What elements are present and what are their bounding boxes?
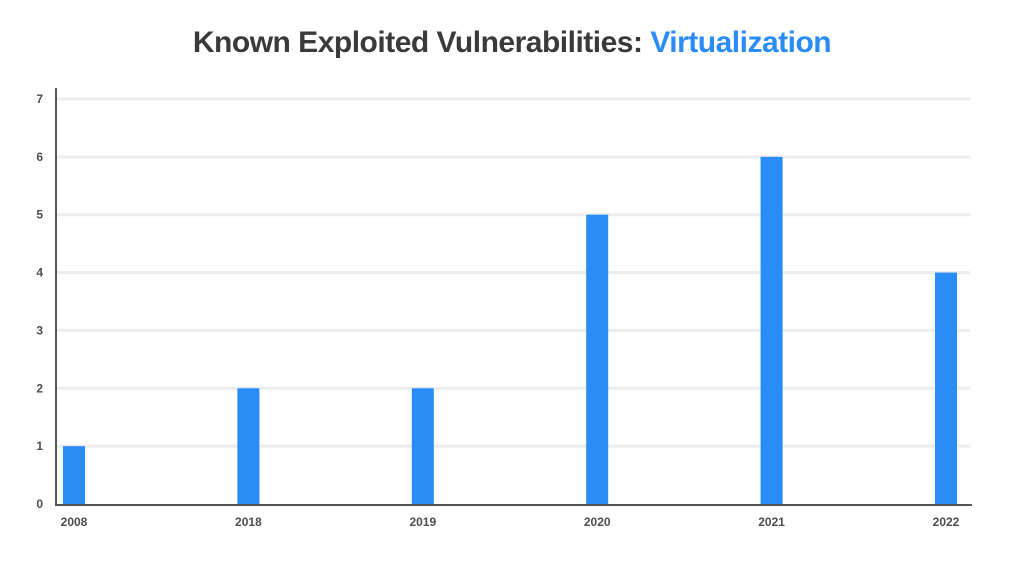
y-tick-label: 2 bbox=[36, 381, 43, 395]
chart-title-highlight: Virtualization bbox=[650, 26, 832, 59]
bar-2020 bbox=[586, 214, 609, 504]
axes bbox=[55, 88, 972, 506]
bar-2021 bbox=[760, 156, 783, 504]
bar-2008 bbox=[63, 446, 85, 504]
x-tick-label: 2019 bbox=[409, 515, 436, 529]
bar-2022 bbox=[935, 272, 957, 504]
y-tick-label: 1 bbox=[36, 439, 43, 453]
y-tick-labels: 0 1 2 3 4 5 6 7 bbox=[36, 92, 43, 511]
bars bbox=[63, 156, 957, 504]
x-tick-label: 2008 bbox=[61, 515, 88, 529]
y-tick-label: 6 bbox=[36, 150, 43, 164]
bar-2019 bbox=[411, 388, 434, 504]
chart-title: Known Exploited Vulnerabilities: Virtual… bbox=[0, 26, 1024, 60]
y-tick-label: 5 bbox=[36, 208, 43, 222]
x-tick-label: 2022 bbox=[933, 515, 960, 529]
y-tick-label: 7 bbox=[36, 92, 43, 106]
x-tick-label: 2018 bbox=[235, 515, 262, 529]
y-tick-label: 4 bbox=[36, 266, 43, 280]
x-tick-labels: 2008 2018 2019 2020 2021 2022 bbox=[61, 515, 960, 529]
x-tick-label: 2020 bbox=[584, 515, 611, 529]
gridlines bbox=[56, 97, 970, 448]
chart-title-main: Known Exploited Vulnerabilities: bbox=[192, 26, 651, 59]
y-tick-label: 0 bbox=[36, 497, 43, 511]
y-tick-label: 3 bbox=[36, 323, 43, 337]
x-tick-label: 2021 bbox=[758, 515, 785, 529]
bar-2018 bbox=[237, 388, 260, 504]
